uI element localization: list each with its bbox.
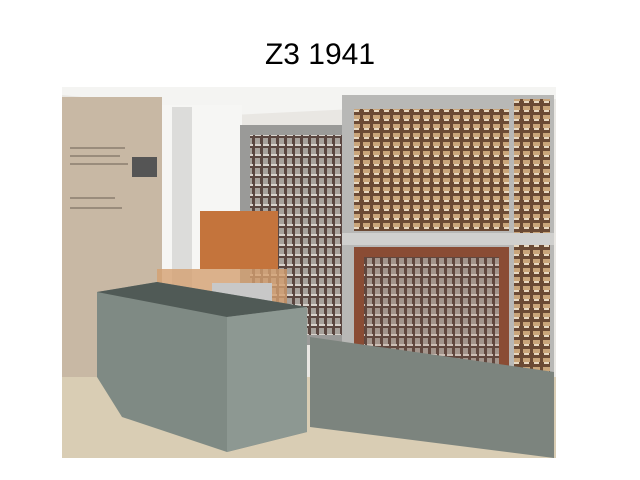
slide-title: Z3 1941 xyxy=(264,38,376,71)
photo xyxy=(62,87,556,458)
